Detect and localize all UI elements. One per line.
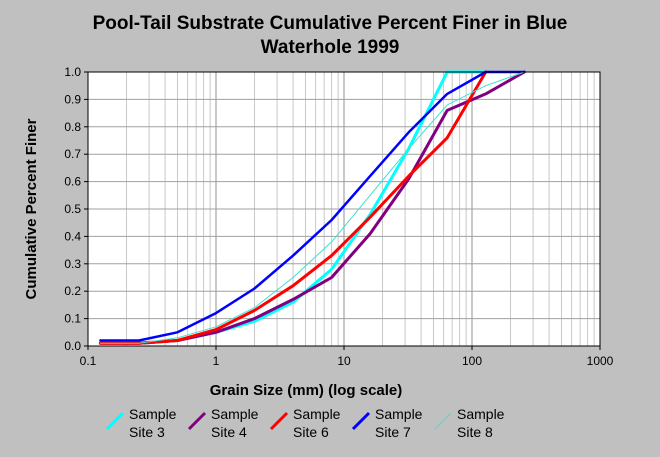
legend-item-site-6: Sample Site 6 xyxy=(259,404,351,444)
legend-label-line-1: Sample xyxy=(211,406,259,422)
x-axis-label: Grain Size (mm) (log scale) xyxy=(210,382,403,399)
chart-title-line-1: Pool-Tail Substrate Cumulative Percent F… xyxy=(92,13,568,34)
y-tick-label: 0.3 xyxy=(64,257,81,271)
y-tick-label: 0.5 xyxy=(64,202,81,216)
legend-label-line-1: Sample xyxy=(293,406,341,422)
axis-ticks: 0.00.10.20.30.40.50.60.70.80.91.00.1 1 10 1… xyxy=(64,65,613,368)
legend-item-site-7: Sample Site 7 xyxy=(341,404,433,444)
legend-label-line-1: Sample xyxy=(129,406,177,422)
y-tick-label: 0.8 xyxy=(64,120,81,134)
legend-label-line-1: Sample xyxy=(375,406,423,422)
legend-swatch xyxy=(269,411,289,431)
y-tick-label: 0.7 xyxy=(64,147,81,161)
chart-title: Pool-Tail Substrate Cumulative Percent F… xyxy=(0,12,660,60)
x-tick-label: 1000 xyxy=(587,354,614,368)
legend-label-line-2: Site 3 xyxy=(129,424,165,440)
y-tick-label: 0.4 xyxy=(64,229,81,243)
y-tick-label: 0.0 xyxy=(64,339,81,353)
legend-swatch xyxy=(351,411,371,431)
y-tick-label: 0.6 xyxy=(64,175,81,189)
series-line-sample-site-6 xyxy=(98,70,488,345)
grid xyxy=(88,72,600,346)
x-tick-label: 0.1 xyxy=(80,354,97,368)
series-line-sample-site-7 xyxy=(99,70,526,342)
legend-label-line-2: Site 8 xyxy=(457,424,493,440)
chart-title-line-2: Waterhole 1999 xyxy=(260,37,400,58)
legend-swatch xyxy=(434,412,452,430)
legend-item-site-3: Sample Site 3 xyxy=(95,404,187,444)
series-lines xyxy=(98,70,526,345)
x-tick-label: 1 xyxy=(213,354,220,368)
y-tick-label: 0.9 xyxy=(64,92,81,106)
legend-item-site-4: Sample Site 4 xyxy=(177,404,269,444)
series-line-sample-site-8 xyxy=(99,71,525,344)
legend-swatch xyxy=(105,411,125,431)
x-tick-label: 10 xyxy=(337,354,351,368)
y-tick-label: 1.0 xyxy=(64,65,81,79)
legend-label-line-2: Site 6 xyxy=(293,424,329,440)
legend-label-line-1: Sample xyxy=(457,406,505,422)
legend-label-line-2: Site 4 xyxy=(211,424,247,440)
y-axis-label: Cumulative Percent Finer xyxy=(23,118,40,299)
y-tick-label: 0.1 xyxy=(64,312,81,326)
legend-label-line-2: Site 7 xyxy=(375,424,411,440)
legend-item-site-8: Sample Site 8 xyxy=(423,404,515,444)
x-tick-label: 100 xyxy=(462,354,482,368)
legend: Sample Site 3 Sample Site 4 Sample Site 6 S… xyxy=(95,404,535,444)
legend-swatch xyxy=(187,411,207,431)
y-tick-label: 0.2 xyxy=(64,284,81,298)
